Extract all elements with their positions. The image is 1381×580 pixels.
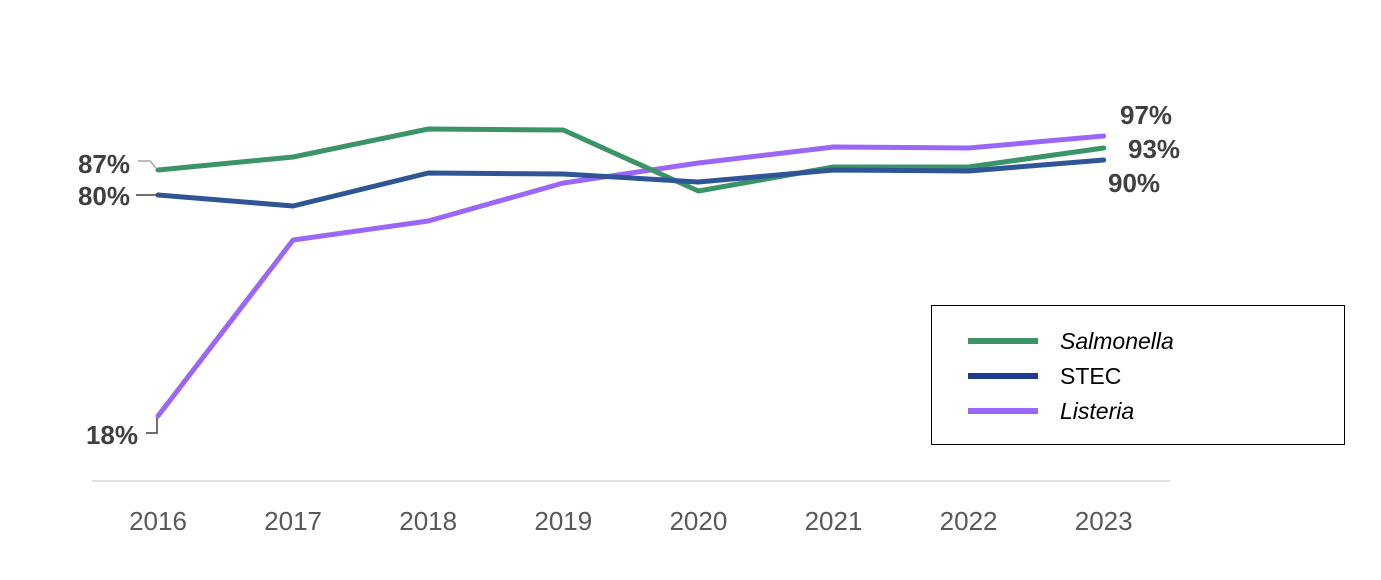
x-tick-label-2016: 2016 — [129, 506, 187, 536]
data-label-listeria-2016: 18% — [86, 420, 138, 450]
leader-line-salmonella-2016 — [138, 160, 157, 169]
series-line-stec — [155, 157, 1107, 209]
legend-item-listeria: Listeria — [968, 396, 1134, 426]
data-label-stec-2016: 80% — [78, 181, 130, 211]
data-label-salmonella-2023: 93% — [1128, 134, 1180, 164]
x-tick-label-2019: 2019 — [534, 506, 592, 536]
legend-label-salmonella: Salmonella — [1060, 327, 1174, 354]
data-label-listeria-2023: 97% — [1120, 100, 1172, 130]
legend-label-listeria: Listeria — [1060, 397, 1135, 424]
series-line-listeria — [155, 133, 1107, 419]
x-tick-label-2021: 2021 — [805, 506, 863, 536]
series-line-salmonella — [155, 126, 1107, 194]
data-label-salmonella-2016: 87% — [78, 149, 130, 179]
x-tick-label-2020: 2020 — [669, 506, 727, 536]
legend: Salmonella STEC Listeria — [931, 305, 1345, 445]
legend-swatch-stec — [968, 373, 1038, 379]
x-tick-label-2017: 2017 — [264, 506, 322, 536]
x-tick-label-2018: 2018 — [399, 506, 457, 536]
legend-swatch-salmonella — [968, 338, 1038, 344]
legend-swatch-listeria — [968, 408, 1038, 414]
x-tick-label-2023: 2023 — [1075, 506, 1133, 536]
legend-item-salmonella: Salmonella — [968, 326, 1174, 356]
data-label-stec-2023: 90% — [1108, 168, 1160, 198]
legend-label-stec: STEC — [1060, 362, 1122, 389]
leader-line-listeria-2016 — [146, 418, 158, 434]
x-tick-label-2022: 2022 — [940, 506, 998, 536]
legend-item-stec: STEC — [968, 361, 1121, 391]
